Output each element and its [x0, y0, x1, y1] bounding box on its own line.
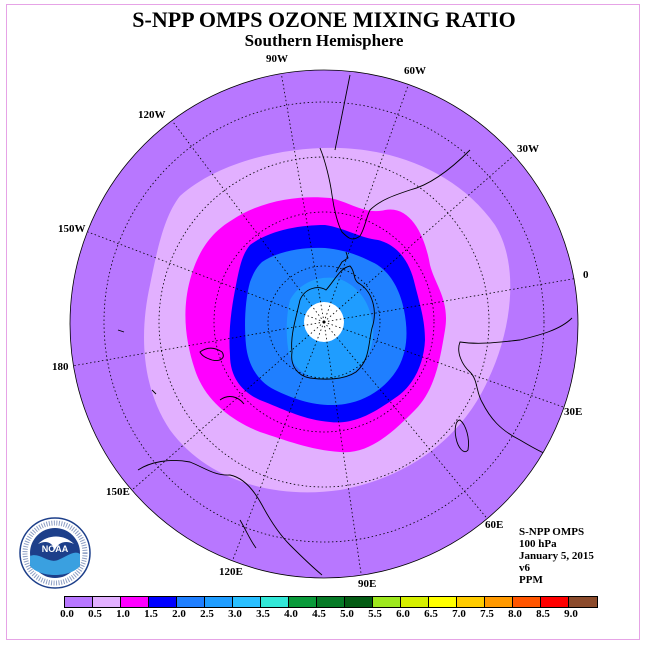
colorbar-cell	[121, 597, 149, 607]
plot-frame	[6, 4, 640, 640]
colorbar-cell	[429, 597, 457, 607]
colorbar	[64, 596, 598, 608]
colorbar-tick-label: 1.0	[116, 608, 130, 620]
colorbar-tick-label: 1.5	[144, 608, 158, 620]
colorbar-cell	[233, 597, 261, 607]
lon-90w: 90W	[266, 53, 288, 65]
info-version: v6	[519, 562, 530, 574]
colorbar-tick-label: 2.0	[172, 608, 186, 620]
lon-60w: 60W	[404, 65, 426, 77]
colorbar-tick-label: 4.5	[312, 608, 326, 620]
lon-120e: 120E	[219, 566, 243, 578]
colorbar-cell	[513, 597, 541, 607]
info-date: January 5, 2015	[519, 550, 594, 562]
colorbar-cell	[373, 597, 401, 607]
page-title: S-NPP OMPS OZONE MIXING RATIO	[132, 7, 516, 32]
colorbar-tick-label: 4.0	[284, 608, 298, 620]
lon-180: 180	[52, 361, 69, 373]
longitude-grid	[71, 70, 578, 578]
colorbar-cell	[541, 597, 569, 607]
info-block: S-NPP OMPS 100 hPa January 5, 2015 v6 PP…	[519, 526, 594, 586]
colorbar-cell	[261, 597, 289, 607]
colorbar-tick-label: 9.0	[564, 608, 578, 620]
colorbar-tick-label: 3.5	[256, 608, 270, 620]
lon-150w: 150W	[58, 223, 86, 235]
colorbar-cell	[205, 597, 233, 607]
colorbar-cell	[485, 597, 513, 607]
lon-30e: 30E	[564, 406, 582, 418]
colorbar-tick-labels: 0.0 0.5 1.0 1.5 2.0 2.5 3.0 3.5 4.0 4.5 5.0 5.5 6.0 6…	[0, 608, 648, 622]
colorbar-cell	[93, 597, 121, 607]
lon-30w: 30W	[517, 143, 539, 155]
colorbar-cell	[569, 597, 597, 607]
colorbar-tick-label: 3.0	[228, 608, 242, 620]
page-subtitle: Southern Hemisphere	[244, 31, 404, 50]
colorbar-cell	[317, 597, 345, 607]
colorbar-tick-label: 7.0	[452, 608, 466, 620]
coastlines	[117, 74, 573, 576]
colorbar-cell	[289, 597, 317, 607]
colorbar-cell	[401, 597, 429, 607]
colorbar-cell	[345, 597, 373, 607]
latitude-grid	[103, 101, 545, 543]
lon-120w: 120W	[138, 109, 166, 121]
info-units: PPM	[519, 574, 543, 586]
colorbar-cell	[457, 597, 485, 607]
colorbar-tick-label: 7.5	[480, 608, 494, 620]
colorbar-tick-label: 6.0	[396, 608, 410, 620]
colorbar-tick-label: 8.5	[536, 608, 550, 620]
lon-150e: 150E	[106, 486, 130, 498]
info-instrument: S-NPP OMPS	[519, 526, 585, 538]
info-level: 100 hPa	[519, 538, 557, 550]
lon-90e: 90E	[358, 578, 376, 590]
colorbar-tick-label: 2.5	[200, 608, 214, 620]
colorbar-cell	[149, 597, 177, 607]
colorbar-tick-label: 0.5	[88, 608, 102, 620]
colorbar-tick-label: 5.5	[368, 608, 382, 620]
lon-0: 0	[583, 269, 589, 281]
colorbar-tick-label: 5.0	[340, 608, 354, 620]
colorbar-cell	[65, 597, 93, 607]
noaa-logo: NOAA	[19, 517, 91, 589]
colorbar-tick-label: 6.5	[424, 608, 438, 620]
noaa-logo-text: NOAA	[42, 544, 69, 554]
colorbar-tick-label: 8.0	[508, 608, 522, 620]
colorbar-tick-label: 0.0	[60, 608, 74, 620]
lon-60e: 60E	[485, 519, 503, 531]
colorbar-cell	[177, 597, 205, 607]
